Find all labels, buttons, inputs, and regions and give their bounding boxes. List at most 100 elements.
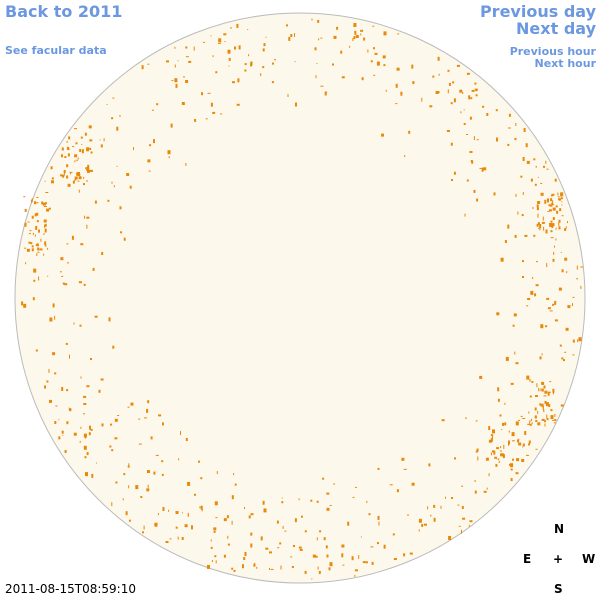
facula	[450, 142, 453, 146]
facula	[545, 325, 548, 328]
facula	[549, 310, 553, 312]
facula	[383, 64, 386, 67]
facula	[461, 529, 462, 534]
facula	[286, 24, 288, 27]
facula	[44, 223, 47, 227]
facula	[215, 71, 218, 74]
facula	[544, 199, 547, 204]
facula	[72, 180, 75, 184]
facula	[215, 560, 217, 564]
facula	[325, 91, 328, 93]
facula	[578, 337, 582, 342]
facula	[168, 509, 170, 512]
facula	[385, 89, 387, 92]
facula	[329, 505, 332, 506]
facula	[54, 372, 57, 375]
facula	[572, 296, 575, 298]
facula	[548, 404, 551, 407]
facula	[362, 561, 366, 564]
facula	[565, 226, 567, 229]
back-link[interactable]: Back to 2011	[5, 2, 123, 21]
facula	[35, 349, 38, 352]
facula	[276, 520, 279, 524]
facula	[561, 357, 564, 360]
facula	[565, 327, 569, 331]
facula	[451, 497, 453, 499]
facula	[469, 116, 472, 120]
facula	[77, 157, 79, 160]
previous-day-link[interactable]: Previous day	[479, 2, 596, 21]
facula	[488, 473, 490, 477]
facula	[430, 514, 432, 517]
facula	[187, 481, 191, 486]
facula	[83, 403, 87, 405]
next-hour-link[interactable]: Next hour	[534, 57, 597, 70]
facula	[98, 389, 101, 393]
facula	[29, 242, 32, 244]
facula	[43, 253, 45, 256]
facula	[555, 238, 557, 241]
facula	[534, 183, 537, 186]
facula	[232, 81, 235, 84]
facula	[550, 198, 553, 202]
facula	[545, 160, 547, 164]
facular-link[interactable]: See facular data	[5, 44, 107, 57]
facula	[101, 423, 104, 427]
compass-south: S	[554, 582, 563, 596]
facula	[263, 43, 266, 47]
facula	[44, 224, 45, 228]
facula	[52, 303, 55, 308]
facula	[515, 472, 519, 475]
facula	[194, 118, 197, 122]
facula	[35, 202, 39, 204]
facula	[75, 142, 78, 145]
facula	[549, 204, 553, 207]
facula	[539, 403, 542, 406]
facula	[536, 383, 538, 388]
next-day-link[interactable]: Next day	[516, 19, 596, 38]
facula	[51, 180, 54, 184]
facula	[492, 429, 495, 434]
facula	[262, 66, 265, 69]
facula	[538, 227, 541, 229]
facula	[537, 213, 539, 218]
facula	[290, 556, 293, 558]
facula	[544, 400, 547, 404]
facula	[45, 192, 49, 193]
facula	[29, 230, 32, 232]
facula	[544, 420, 546, 423]
facula	[537, 201, 541, 204]
facula	[524, 431, 527, 435]
facula	[79, 324, 82, 327]
facula	[200, 505, 203, 510]
facula	[537, 410, 539, 414]
facula	[34, 201, 36, 205]
facula	[368, 513, 371, 516]
facula	[494, 456, 497, 459]
facula	[539, 227, 541, 231]
facula	[74, 128, 77, 130]
facula	[440, 505, 442, 509]
facula	[354, 569, 358, 572]
facula	[539, 356, 542, 360]
facula	[554, 413, 556, 417]
facula	[48, 368, 50, 373]
facula	[86, 452, 89, 456]
facula	[547, 391, 550, 396]
facula	[193, 46, 195, 51]
facula	[448, 536, 452, 540]
facula	[535, 448, 538, 450]
previous-hour-link[interactable]: Previous hour	[509, 45, 596, 58]
facula	[535, 420, 538, 422]
facula	[365, 561, 368, 564]
facula	[58, 436, 61, 440]
facula	[528, 411, 530, 414]
facula	[377, 467, 380, 470]
facula	[552, 258, 555, 262]
facula	[493, 450, 496, 455]
facula	[116, 165, 118, 167]
timestamp: 2011-08-15T08:59:10	[5, 582, 136, 596]
facula	[483, 167, 487, 171]
facula	[304, 570, 307, 574]
facula	[540, 403, 544, 407]
